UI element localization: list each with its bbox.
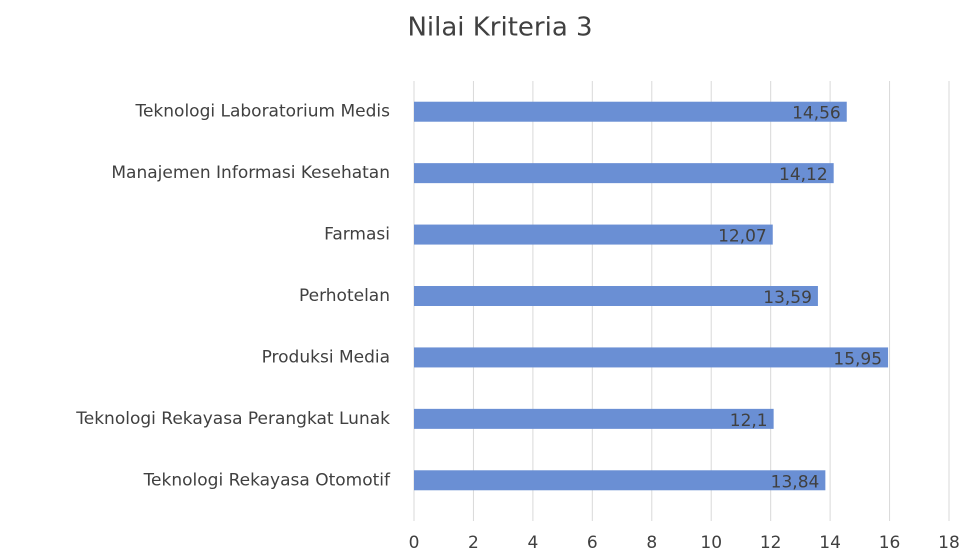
x-tick-label: 0 <box>409 533 420 553</box>
data-label: 12,07 <box>718 227 767 247</box>
y-tick-label: Produksi Media <box>262 347 390 367</box>
data-label: 14,12 <box>779 165 828 185</box>
bar <box>414 408 774 429</box>
bar <box>414 470 826 491</box>
x-tick-label: 8 <box>646 533 657 553</box>
x-tick-label: 6 <box>587 533 598 553</box>
x-tick-label: 10 <box>700 533 722 553</box>
data-label: 13,59 <box>763 288 812 308</box>
y-tick-label: Manajemen Informasi Kesehatan <box>111 163 390 183</box>
y-tick-label: Perhotelan <box>299 286 390 306</box>
x-tick-label: 2 <box>468 533 479 553</box>
bar <box>414 347 889 368</box>
y-tick-label: Farmasi <box>324 225 390 245</box>
bar <box>414 286 818 306</box>
data-label: 15,95 <box>833 349 882 369</box>
x-tick-label: 12 <box>760 533 782 553</box>
y-tick-label: Teknologi Laboratorium Medis <box>134 102 390 122</box>
bar <box>414 163 834 184</box>
bar <box>414 224 773 245</box>
x-tick-label: 18 <box>938 533 960 553</box>
x-tick-label: 4 <box>527 533 538 553</box>
x-tick-label: 16 <box>879 533 901 553</box>
x-tick-label: 14 <box>819 533 841 553</box>
y-tick-label: Teknologi Rekayasa Otomotif <box>143 470 391 490</box>
chart-title: Nilai Kriteria 3 <box>407 13 592 43</box>
data-label: 14,56 <box>792 104 841 124</box>
data-label: 12,1 <box>730 411 768 431</box>
y-tick-label: Teknologi Rekayasa Perangkat Lunak <box>75 409 390 429</box>
data-label: 13,84 <box>771 472 820 492</box>
bar <box>414 101 847 122</box>
